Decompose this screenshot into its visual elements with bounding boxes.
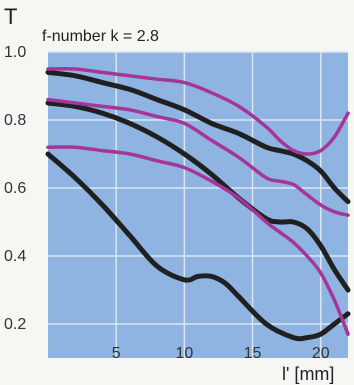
tick-labels: 0.2 0.4 0.6 0.8 1.0 5 10 15 20 — [4, 44, 330, 362]
plot-area — [48, 52, 348, 358]
x-tick-label: 10 — [175, 345, 193, 362]
series-line-5-black — [45, 151, 351, 342]
chart-subtitle: f-number k = 2.8 — [42, 28, 159, 45]
x-tick-label: 15 — [244, 345, 262, 362]
y-tick-label: 0.6 — [4, 180, 26, 197]
x-tick-label: 20 — [312, 345, 330, 362]
y-tick-label: 0.8 — [4, 112, 26, 129]
x-axis-label: l' [mm] — [282, 364, 334, 384]
y-tick-label: 1.0 — [4, 44, 26, 61]
y-tick-label: 0.2 — [4, 316, 26, 333]
series-line-4-magenta — [46, 97, 350, 217]
chart-title: T — [4, 4, 17, 29]
y-tick-label: 0.4 — [4, 248, 26, 265]
x-tick-label: 5 — [112, 345, 121, 362]
series-line-1-black — [45, 69, 351, 205]
series-line-2-magenta — [46, 66, 350, 156]
series-group — [45, 66, 351, 342]
series-line-6-magenta — [46, 145, 350, 336]
